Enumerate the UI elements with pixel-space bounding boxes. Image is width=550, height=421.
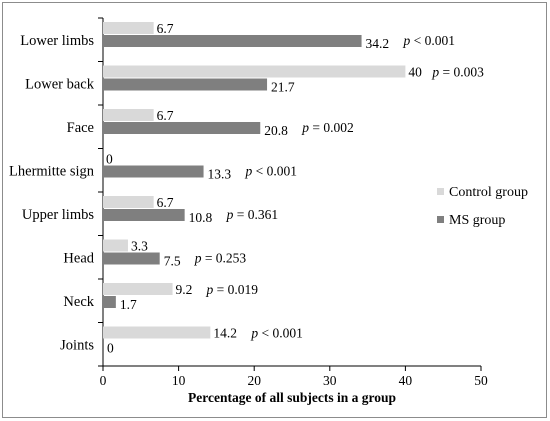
legend-swatch-ms [437, 216, 444, 223]
ms-bar [103, 35, 362, 47]
control-value-label: 6.7 [157, 21, 174, 36]
ms-bar [103, 122, 261, 134]
x-tick-label: 20 [247, 373, 261, 388]
legend-label-control: Control group [449, 185, 528, 200]
control-value-label: 6.7 [157, 195, 174, 210]
ms-value-label: 20.8 [264, 123, 288, 138]
p-value-label: p < 0.001 [250, 326, 302, 341]
p-value-label: p = 0.003 [431, 65, 484, 80]
ms-value-label: 21.7 [271, 80, 295, 95]
x-tick-label: 0 [100, 373, 107, 388]
control-bar [103, 65, 406, 78]
ms-bar [103, 296, 116, 308]
ms-bar [103, 165, 204, 178]
category-label: Upper limbs [22, 207, 94, 223]
p-value-label: p < 0.001 [403, 33, 456, 48]
category-label: Lhermitte sign [9, 163, 95, 179]
control-bar [103, 239, 128, 252]
ms-bar [103, 78, 268, 91]
control-bar [103, 326, 211, 339]
bar-chart: 0 10 20 30 40 50 Percentage of all subjects in… [9, 17, 528, 405]
control-bar [103, 196, 154, 208]
p-value-label: p = 0.361 [226, 207, 279, 222]
ms-value-label: 0 [107, 341, 114, 356]
p-value-label: p = 0.019 [206, 282, 259, 297]
legend-label-ms: MS group [449, 213, 505, 228]
control-value-label: 6.7 [157, 108, 174, 123]
control-bar [103, 22, 154, 34]
category-label: Lower back [25, 76, 95, 92]
control-value-label: 14.2 [213, 326, 237, 341]
category-label: Lower limbs [20, 33, 94, 49]
x-axis-title: Percentage of all subjects in a group [188, 390, 396, 405]
ms-value-label: 1.7 [120, 297, 137, 312]
control-value-label: 3.3 [131, 239, 148, 254]
ms-value-label: 7.5 [164, 254, 181, 269]
x-tick-label: 10 [172, 373, 186, 388]
legend-swatch-control [437, 188, 444, 195]
x-tick-label: 30 [323, 373, 337, 388]
x-tick-label: 40 [399, 373, 413, 388]
x-tick-label: 50 [474, 373, 488, 388]
ms-bar [103, 209, 185, 221]
ms-value-label: 34.2 [366, 36, 390, 51]
control-value-label: 0 [106, 152, 113, 167]
p-value-label: p < 0.001 [245, 164, 298, 179]
p-value-label: p = 0.002 [301, 120, 354, 135]
category-label: Neck [63, 294, 94, 310]
p-value-label: p = 0.253 [194, 251, 247, 266]
ms-value-label: 13.3 [208, 167, 232, 182]
category-label: Joints [60, 337, 94, 353]
control-value-label: 9.2 [176, 282, 193, 297]
chart-frame: 0 10 20 30 40 50 Percentage of all subjects in… [2, 2, 547, 418]
ms-value-label: 10.8 [189, 210, 213, 225]
category-label: Face [67, 120, 94, 136]
control-value-label: 40 [408, 65, 422, 80]
category-label: Head [63, 250, 94, 266]
control-bar [103, 283, 173, 295]
control-bar [103, 109, 154, 121]
ms-bar [103, 252, 160, 265]
